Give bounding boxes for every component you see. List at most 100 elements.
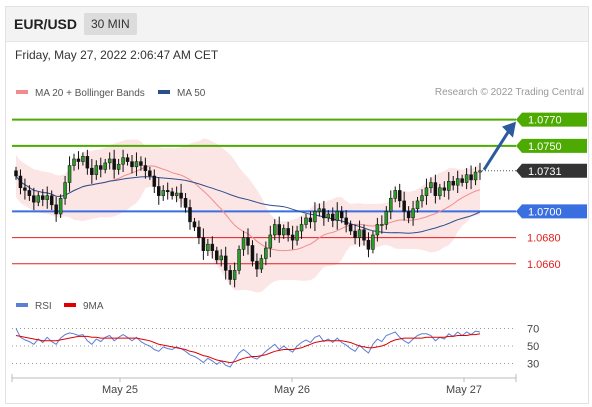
legend-swatch-0 — [16, 90, 28, 94]
candle-10 — [58, 194, 63, 218]
candle-54 — [255, 253, 259, 277]
candle-15 — [81, 152, 85, 166]
candle-1 — [18, 169, 23, 195]
rsi-tick-label-50: 50 — [527, 341, 539, 353]
candle-100 — [460, 174, 464, 187]
x-tick-label-0: May 25 — [102, 384, 138, 396]
level-label-0: 1.0770 — [528, 115, 562, 127]
candle-74 — [344, 210, 348, 233]
candle-58 — [273, 219, 277, 241]
candle-57 — [268, 225, 273, 258]
candle-76 — [353, 224, 357, 245]
candle-27 — [134, 152, 139, 176]
candle-35 — [170, 187, 174, 200]
candle-78 — [362, 224, 366, 246]
candle-87 — [402, 191, 406, 221]
candle-48 — [228, 265, 232, 285]
bollinger-band — [16, 138, 480, 293]
candle-90 — [415, 196, 420, 213]
candle-66 — [308, 211, 313, 229]
candle-12 — [67, 156, 72, 192]
candle-70 — [326, 210, 331, 222]
candle-39 — [188, 199, 192, 230]
candle-63 — [295, 225, 299, 246]
candle-81 — [375, 217, 380, 242]
candle-75 — [348, 220, 353, 235]
candle-29 — [143, 157, 148, 179]
forecast-arrow-head — [502, 121, 516, 138]
candle-31 — [152, 169, 157, 194]
level-label-3: 1.0680 — [527, 233, 561, 245]
candle-20 — [103, 158, 107, 174]
candle-11 — [63, 176, 67, 205]
level-tag-1: 1.0750 — [516, 138, 587, 153]
candle-93 — [429, 177, 433, 194]
candle-96 — [442, 181, 447, 197]
rsi-legend-label-0: RSI — [35, 301, 52, 312]
rsi-9ma-line — [15, 333, 481, 364]
candle-64 — [299, 216, 304, 239]
candle-95 — [438, 183, 442, 200]
candle-84 — [389, 190, 393, 220]
candle-8 — [49, 190, 54, 211]
candle-51 — [241, 231, 246, 256]
candle-80 — [371, 231, 375, 254]
candle-99 — [455, 170, 460, 194]
candle-73 — [339, 206, 344, 224]
legend-label-1: MA 50 — [177, 88, 206, 99]
candle-101 — [464, 168, 469, 190]
candle-3 — [27, 185, 32, 201]
candle-28 — [139, 156, 143, 171]
instrument-title: EUR/USD — [14, 16, 78, 32]
candle-46 — [219, 249, 223, 267]
candle-53 — [250, 240, 255, 267]
candle-97 — [447, 172, 451, 200]
candle-72 — [335, 202, 339, 230]
ma50-line — [15, 175, 481, 234]
current-price-tag: 1.0731 — [516, 163, 587, 178]
candle-50 — [237, 245, 241, 275]
candle-104 — [478, 162, 482, 180]
x-tick-label-2: May 27 — [446, 384, 482, 396]
candle-91 — [420, 189, 424, 208]
level-tag-2: 1.0700 — [516, 204, 587, 219]
candle-89 — [411, 200, 415, 226]
candle-41 — [197, 220, 201, 245]
candle-79 — [366, 232, 371, 258]
forecast-arrow-shaft — [482, 129, 511, 171]
candle-85 — [393, 186, 397, 203]
copyright-text: Research © 2022 Trading Central — [435, 87, 584, 98]
candle-23 — [116, 158, 121, 175]
candle-7 — [45, 186, 49, 209]
candle-5 — [36, 191, 41, 207]
legend-swatch-1 — [158, 90, 170, 94]
level-label-2: 1.0700 — [528, 206, 562, 218]
candle-4 — [32, 187, 36, 211]
chart-datetime: Friday, May 27, 2022 2:06:47 AM CET — [15, 48, 219, 62]
candle-21 — [107, 152, 112, 170]
candle-65 — [304, 214, 308, 229]
timeframe-button[interactable]: 30 MIN — [84, 13, 137, 35]
candle-77 — [357, 220, 362, 247]
x-tick-label-1: May 26 — [274, 384, 310, 396]
candle-45 — [215, 246, 219, 264]
candle-55 — [259, 254, 264, 273]
candle-19 — [99, 157, 103, 178]
candle-82 — [380, 215, 384, 234]
candle-42 — [201, 228, 206, 260]
candle-18 — [94, 160, 99, 180]
candle-52 — [246, 228, 250, 255]
candle-43 — [206, 238, 210, 256]
candle-47 — [223, 246, 228, 280]
candle-36 — [174, 186, 179, 203]
chart-header: EUR/USD 30 MIN — [6, 7, 588, 42]
candle-25 — [125, 153, 130, 166]
candle-103 — [473, 166, 478, 186]
candle-71 — [331, 207, 335, 228]
candle-16 — [85, 149, 90, 175]
rsi-legend-swatch-0 — [16, 303, 28, 307]
level-label-1: 1.0750 — [528, 141, 562, 153]
candle-102 — [469, 165, 473, 190]
candle-83 — [384, 206, 389, 230]
candle-44 — [210, 236, 215, 259]
